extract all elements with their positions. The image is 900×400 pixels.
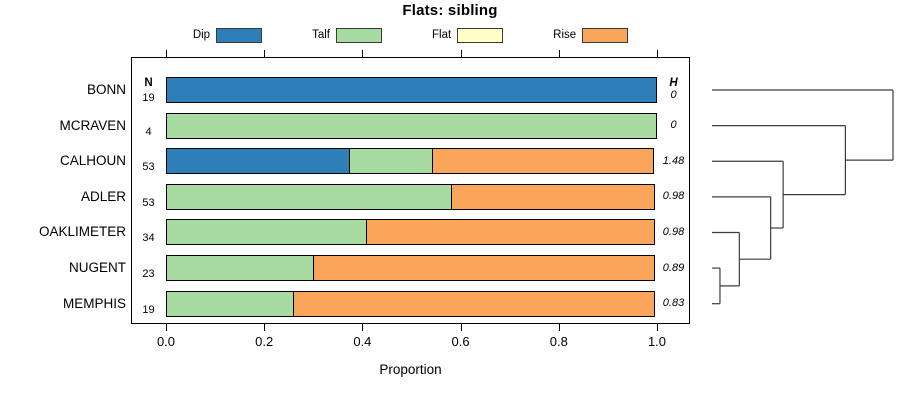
- legend-label: Flat: [431, 29, 452, 41]
- bar-segment-rise: [431, 148, 654, 175]
- category-label-bonn: BONN: [86, 82, 126, 97]
- bar-segment-rise: [293, 290, 656, 317]
- category-label-mcraven: MCRAVEN: [59, 117, 126, 133]
- x-tick-label-0.2: 0.2: [255, 334, 274, 349]
- x-tick-label-1.0: 1.0: [647, 334, 667, 349]
- category-label-oaklimeter: OAKLIMETER: [38, 224, 126, 240]
- x-tick-label-0.6: 0.6: [451, 334, 470, 349]
- top-axis-tick: [362, 50, 364, 57]
- x-tick-label-0.0: 0.0: [156, 334, 176, 349]
- n-column-header: N: [144, 77, 153, 89]
- legend-item-dip: Dip: [192, 27, 263, 43]
- legend-label: Dip: [192, 29, 211, 41]
- bar-segment-talf: [166, 219, 368, 246]
- chart-title: Flats: sibling: [402, 2, 498, 19]
- n-value-adler: 53: [142, 196, 155, 209]
- top-axis-tick: [657, 50, 658, 57]
- bar-segment-rise: [451, 183, 656, 210]
- legend-item-rise: Rise: [553, 27, 629, 43]
- top-axis-tick: [460, 50, 462, 57]
- top-axis-tick: [558, 50, 560, 57]
- bottom-axis-tick: [657, 324, 658, 331]
- bottom-axis-tick: [558, 324, 560, 331]
- bar-segment-dip: [166, 148, 351, 175]
- legend-label: Rise: [553, 29, 577, 41]
- category-label-calhoun: CALHOUN: [59, 153, 126, 169]
- bar-row-memphis: [166, 290, 657, 317]
- bar-segment-talf: [349, 148, 434, 175]
- h-value-nugent: 0.89: [662, 261, 685, 274]
- legend-label: Talf: [312, 29, 330, 41]
- n-value-nugent: 23: [142, 268, 155, 281]
- legend-item-flat: Flat: [431, 27, 504, 43]
- bar-segment-rise: [313, 255, 656, 282]
- n-value-bonn: 19: [142, 92, 155, 104]
- bar-row-nugent: [166, 255, 657, 282]
- legend: Dip Talf Flat Rise: [131, 26, 690, 44]
- h-value-bonn: 0: [670, 88, 677, 101]
- category-label-nugent: NUGENT: [69, 260, 126, 276]
- bar-segment-dip: [166, 77, 657, 103]
- bar-row-calhoun: [166, 148, 657, 175]
- h-value-adler: 0.98: [662, 190, 685, 203]
- top-axis-tick: [166, 50, 167, 57]
- h-value-calhoun: 1.48: [662, 154, 685, 167]
- legend-item-talf: Talf: [312, 27, 382, 43]
- h-value-oaklimeter: 0.98: [662, 225, 685, 238]
- bar-segment-talf: [166, 112, 657, 139]
- h-value-mcraven: 0: [670, 119, 677, 132]
- n-value-memphis: 19: [142, 303, 155, 316]
- n-value-oaklimeter: 34: [142, 232, 155, 245]
- bottom-axis-tick: [264, 324, 266, 331]
- h-column-header: H: [669, 77, 678, 89]
- legend-swatch-flat: [457, 27, 504, 43]
- x-tick-label-0.4: 0.4: [353, 334, 372, 349]
- legend-swatch-talf: [335, 27, 382, 43]
- legend-swatch-rise: [582, 27, 629, 43]
- bar-segment-rise: [366, 219, 656, 246]
- n-value-calhoun: 53: [142, 161, 155, 174]
- bar-row-oaklimeter: [166, 219, 657, 246]
- bottom-axis-tick: [166, 324, 167, 331]
- bar-row-bonn: [166, 77, 657, 103]
- x-axis-title: Proportion: [379, 362, 442, 377]
- bar-segment-talf: [166, 255, 315, 282]
- bar-segment-talf: [166, 290, 295, 317]
- category-label-adler: ADLER: [80, 188, 126, 204]
- x-tick-label-0.8: 0.8: [549, 334, 568, 349]
- bar-row-mcraven: [166, 112, 657, 139]
- category-label-memphis: MEMPHIS: [62, 295, 126, 311]
- bar-segment-talf: [166, 183, 453, 210]
- top-axis-tick: [264, 50, 266, 57]
- n-value-mcraven: 4: [145, 125, 152, 138]
- bottom-axis-tick: [460, 324, 462, 331]
- bar-row-adler: [166, 183, 657, 210]
- legend-swatch-dip: [216, 27, 263, 43]
- bottom-axis-tick: [362, 324, 364, 331]
- h-value-memphis: 0.83: [662, 297, 685, 310]
